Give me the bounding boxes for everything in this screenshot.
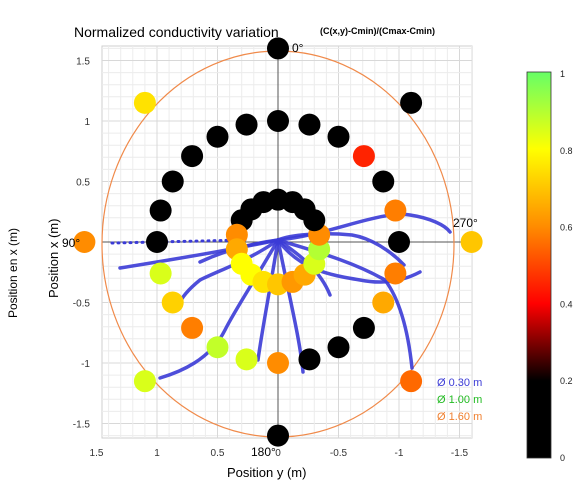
- x-tick-label: -1: [395, 448, 404, 459]
- angle-top-label: 0°: [292, 41, 304, 55]
- chart-formula: (C(x,y)-Cmin)/(Cmax-Cmin): [320, 26, 435, 36]
- data-point: [161, 170, 184, 193]
- data-point: [388, 231, 410, 253]
- x-tick-label: -0.5: [330, 448, 348, 459]
- dotted-root-trace: [110, 238, 247, 245]
- data-point: [298, 348, 321, 371]
- data-point: [181, 316, 204, 339]
- data-point: [352, 316, 375, 339]
- y-tick-label: 1: [84, 117, 90, 128]
- x-tick-label: -1.5: [451, 448, 469, 459]
- colorbar-tick-labels: 1 0.8 0.6 0.4 0.2 0: [560, 69, 573, 463]
- y-tick-label: -0.5: [73, 299, 91, 310]
- data-point: [206, 336, 229, 359]
- x-tick-label: 0.5: [211, 448, 225, 459]
- y-tick-label: 0.5: [76, 178, 90, 189]
- data-point: [400, 370, 423, 393]
- data-point: [384, 199, 407, 222]
- legend-item-100: Ø 1.00 m: [437, 394, 482, 406]
- legend-item-160: Ø 1.60 m: [437, 411, 482, 423]
- data-point: [161, 291, 184, 314]
- y-tick-label: 1.5: [76, 57, 90, 68]
- data-point: [149, 199, 172, 222]
- colorbar-gradient: [526, 71, 552, 459]
- root-trace: [276, 238, 414, 370]
- y-tick-label: -1: [81, 359, 90, 370]
- x-axis-label: Position y (m): [227, 465, 306, 480]
- x-tick-label: 1.5: [90, 448, 104, 459]
- data-point: [298, 113, 321, 136]
- outer-y-axis-label: Position en x (m): [6, 228, 20, 318]
- data-point: [281, 191, 304, 214]
- data-point: [235, 113, 258, 136]
- root-trace: [176, 238, 280, 308]
- colorbar-tick-label: 0.6: [560, 223, 573, 233]
- root-trace: [256, 238, 280, 362]
- data-point: [400, 91, 423, 114]
- inner-y-axis-label: Position x (m): [46, 219, 61, 298]
- colorbar: 1 0.8 0.6 0.4 0.2 0: [526, 69, 573, 463]
- data-point: [372, 291, 395, 314]
- data-point: [206, 125, 229, 148]
- x-tick-label: 1: [154, 448, 160, 459]
- data-point: [327, 125, 350, 148]
- root-traces: [110, 212, 452, 380]
- angle-right-label: 270°: [453, 216, 478, 230]
- data-point: [133, 370, 156, 393]
- data-point: [181, 145, 204, 168]
- data-point: [149, 262, 172, 285]
- colorbar-tick-label: 0.8: [560, 146, 573, 156]
- data-point: [352, 145, 375, 168]
- y-tick-label: -1.5: [73, 420, 91, 431]
- x-tick-label: 0: [275, 448, 281, 459]
- data-point: [235, 348, 258, 371]
- x-tick-labels: 1.5 1 0.5 0 -0.5 -1 -1.5: [90, 448, 469, 459]
- colorbar-tick-label: 0: [560, 453, 565, 463]
- angle-bottom-label: 180°: [251, 445, 276, 459]
- colorbar-tick-label: 0.2: [560, 376, 573, 386]
- root-trace: [276, 232, 406, 267]
- data-point: [372, 170, 395, 193]
- colorbar-tick-label: 1: [560, 69, 565, 79]
- data-point: [267, 424, 289, 447]
- data-point: [267, 37, 289, 60]
- legend-item-030: Ø 0.30 m: [437, 377, 482, 389]
- data-point: [267, 352, 289, 374]
- data-point: [146, 231, 168, 253]
- angle-left-label: 90°: [62, 236, 80, 250]
- chart-title: Normalized conductivity variation: [74, 24, 279, 40]
- data-point: [327, 336, 350, 359]
- data-point: [384, 262, 407, 285]
- data-point: [267, 110, 289, 132]
- data-point: [73, 231, 96, 253]
- legend: Ø 0.30 m Ø 1.00 m Ø 1.60 m: [437, 377, 482, 423]
- measurement-points: [73, 37, 483, 447]
- colorbar-tick-label: 0.4: [560, 299, 573, 309]
- data-point: [133, 91, 156, 114]
- data-point: [460, 231, 483, 253]
